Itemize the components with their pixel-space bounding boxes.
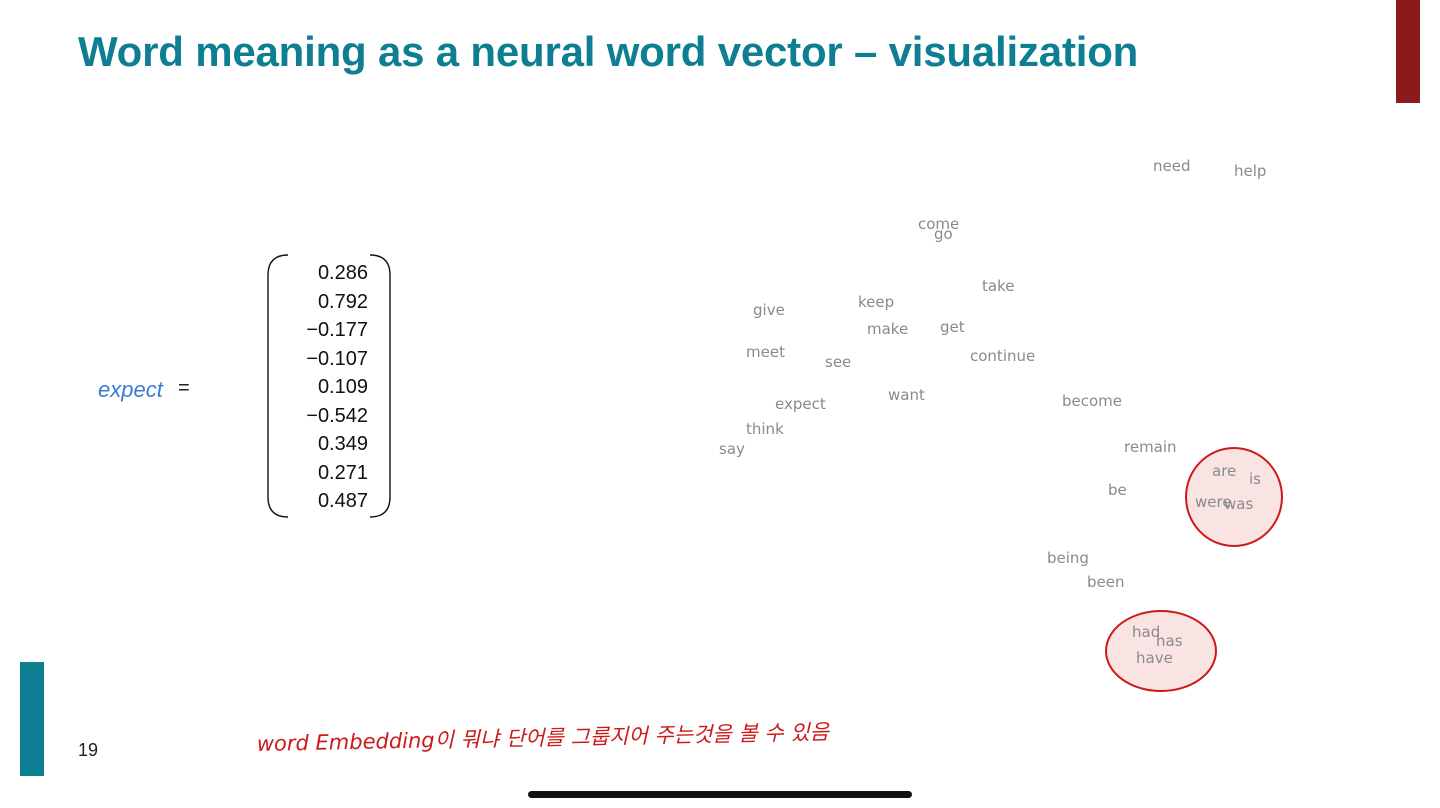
word-label: been	[1087, 573, 1125, 591]
word-label: was	[1224, 495, 1253, 513]
word-label: go	[934, 225, 953, 243]
word-label: help	[1234, 162, 1266, 180]
vector-value: −0.177	[306, 319, 368, 341]
be-cluster-circle	[1185, 447, 1283, 547]
vector-word: expect	[98, 377, 163, 402]
word-label: give	[753, 301, 785, 319]
word-label: take	[982, 277, 1014, 295]
word-label: get	[940, 318, 965, 336]
word-label: were	[1195, 493, 1232, 511]
home-indicator[interactable]	[528, 791, 912, 798]
word-vector-scatter: need help come go take keep give make ge…	[719, 157, 1283, 692]
word-label: want	[888, 386, 925, 404]
word-label: expect	[775, 395, 826, 413]
page-number: 19	[78, 740, 99, 760]
top-accent-bar	[1396, 0, 1420, 103]
vector-value: 0.349	[317, 433, 368, 455]
have-cluster-circle	[1105, 610, 1217, 692]
word-label: had	[1132, 623, 1160, 641]
word-label: say	[719, 440, 745, 458]
word-label: are	[1212, 462, 1236, 480]
bottom-accent-bar	[20, 662, 44, 776]
vector-value: 0.487	[317, 490, 368, 512]
annotation-text: word Embedding이 뭐냐 단어를 그룹지어 주는것을 볼 수 있음	[257, 720, 831, 756]
vector-value: 0.286	[317, 262, 368, 284]
word-label: see	[825, 353, 851, 371]
vector-value: 0.792	[317, 290, 368, 313]
word-label: make	[867, 320, 908, 338]
vector-values: 0.286 0.792 −0.177 −0.107 0.109 −0.542 0…	[278, 259, 368, 516]
word-label: become	[1062, 392, 1122, 410]
vector-value: 0.109	[317, 376, 368, 398]
word-label: remain	[1124, 438, 1177, 456]
vector-value: −0.107	[306, 347, 368, 370]
word-label: being	[1047, 549, 1089, 567]
word-label: have	[1136, 649, 1173, 667]
vector-value: 0.271	[317, 461, 368, 484]
equals-sign: =	[178, 377, 190, 399]
right-bracket	[369, 254, 391, 518]
word-label: think	[746, 420, 784, 438]
vector-brackets	[267, 254, 391, 518]
left-bracket	[267, 254, 289, 518]
handwritten-annotation: word Embedding이 뭐냐 단어를 그룹지어 주는것을 볼 수 있음	[257, 720, 831, 756]
vector-value: −0.542	[306, 404, 368, 427]
word-label: need	[1153, 157, 1191, 175]
word-label: be	[1108, 481, 1127, 499]
word-label: continue	[970, 347, 1035, 365]
word-label: is	[1249, 470, 1261, 488]
word-label: come	[918, 215, 959, 233]
word-label: meet	[746, 343, 785, 361]
slide-title: Word meaning as a neural word vector – v…	[78, 28, 1139, 75]
word-label: has	[1156, 632, 1183, 650]
word-label: keep	[858, 293, 894, 311]
word-vector: 0.286 0.792 −0.177 −0.107 0.109 −0.542 0…	[266, 253, 392, 519]
